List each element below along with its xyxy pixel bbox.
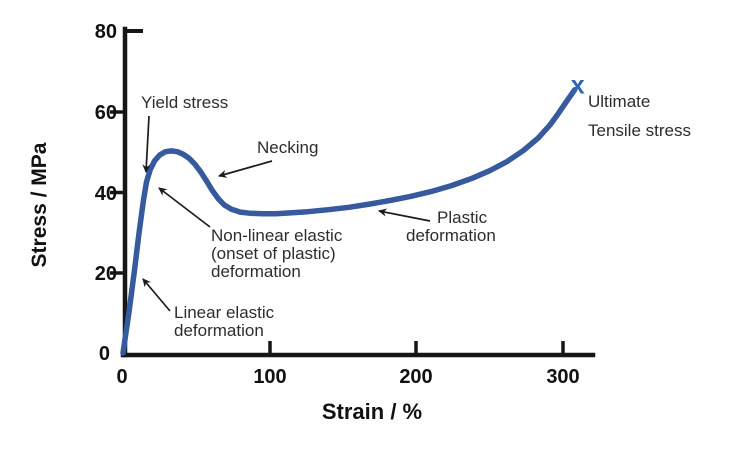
linear-arrow [142,278,171,312]
yield-stress-arrow [142,115,151,173]
axes [110,26,596,358]
annotation-uts-line2: Tensile stress [588,121,691,140]
y-tick-label-20: 20 [95,263,117,285]
x-tick-labels: 0 100 200 300 [116,366,579,388]
y-tick-label-0: 0 [99,343,110,365]
stress-strain-curve [120,87,578,356]
annotation-plastic: Plastic deformation [406,208,496,245]
annotations: Yield stress Necking Non-linear elastic … [141,92,691,340]
annotation-nonlinear-line3: deformation [211,262,301,281]
annotation-linear: Linear elastic deformation [174,303,275,340]
annotation-nonlinear-line1: Non-linear elastic [211,226,343,245]
necking-arrow [218,160,273,178]
x-tick-label-300: 300 [546,366,579,388]
annotation-ultimate-tensile: Ultimate Tensile stress [588,92,691,140]
y-tick-label-60: 60 [95,102,117,124]
y-tick-label-40: 40 [95,183,117,205]
annotation-nonlinear: Non-linear elastic (onset of plastic) de… [211,226,343,281]
annotation-arrows [142,115,431,312]
nonlinear-arrow [158,187,211,228]
uts-marker: x [571,71,585,99]
x-tick-label-0: 0 [116,366,127,388]
annotation-plastic-line1: Plastic [437,208,488,227]
annotation-necking: Necking [257,138,318,157]
annotation-linear-line1: Linear elastic [174,303,275,322]
plastic-arrow [378,208,431,222]
y-tick-label-80: 80 [95,21,117,43]
annotation-linear-line2: deformation [174,321,264,340]
x-tick-label-100: 100 [253,366,286,388]
annotation-nonlinear-line2: (onset of plastic) [211,244,336,263]
annotation-yield-stress: Yield stress [141,93,228,112]
annotation-plastic-line2: deformation [406,226,496,245]
x-axis-title: Strain / % [322,399,422,424]
annotation-uts-line1: Ultimate [588,92,650,111]
y-axis-title: Stress / MPa [28,142,51,267]
y-tick-labels: 80 60 40 20 0 [95,21,117,365]
x-tick-label-200: 200 [399,366,432,388]
